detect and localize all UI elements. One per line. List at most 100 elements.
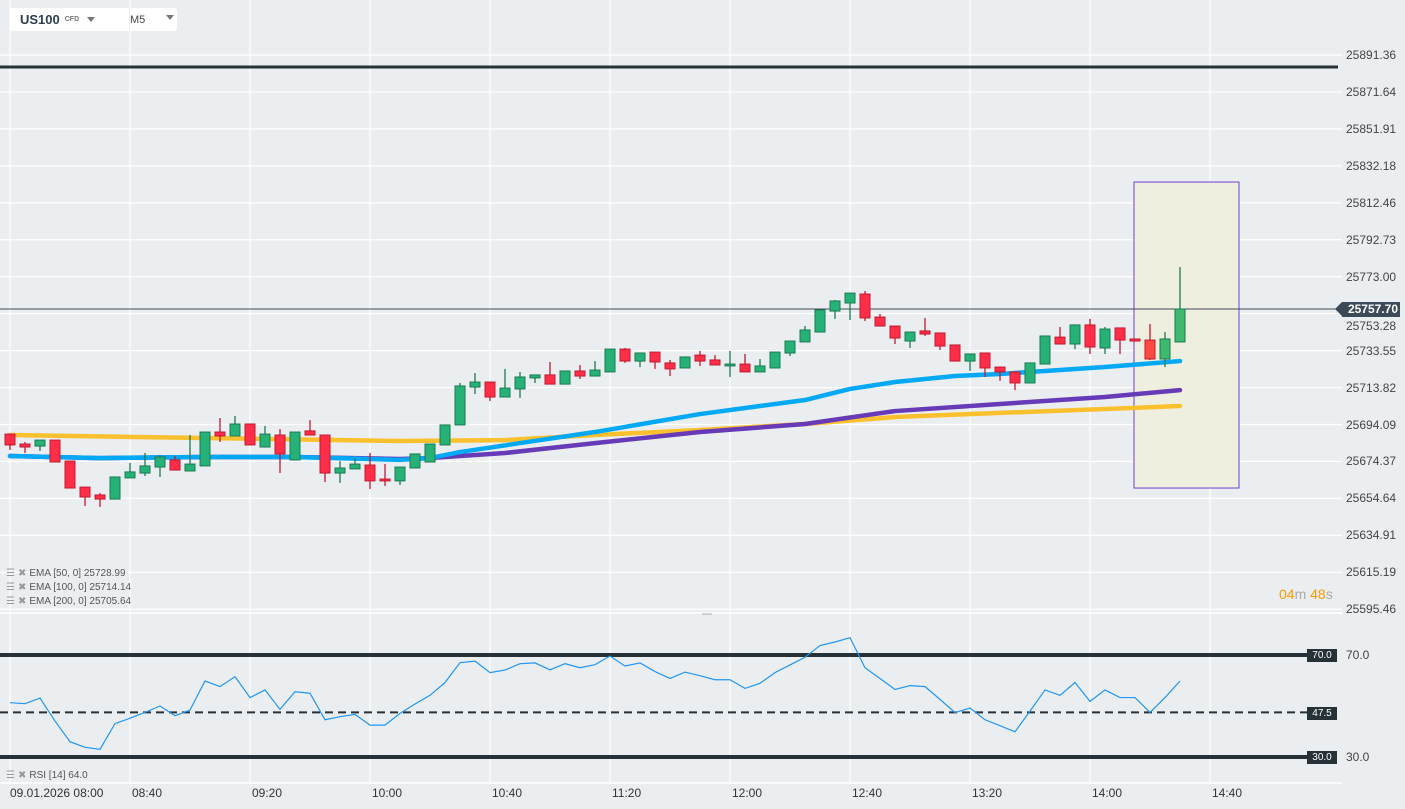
candle <box>94 493 106 507</box>
remove-icon[interactable]: ✖ <box>17 582 27 593</box>
remove-icon[interactable]: ✖ <box>17 596 27 607</box>
remove-icon[interactable]: ✖ <box>17 568 27 579</box>
candle-body <box>1084 324 1096 348</box>
candle <box>199 431 211 467</box>
candle <box>1099 326 1111 354</box>
candle-body <box>394 466 406 482</box>
candle <box>184 435 196 472</box>
time-axis-label: 13:20 <box>972 786 1003 800</box>
rsi-axis-label: 30.0 <box>1346 750 1370 764</box>
candle <box>829 300 841 319</box>
candle <box>514 371 526 398</box>
price-axis-label: 25615.19 <box>1346 565 1397 580</box>
candle <box>934 332 946 351</box>
price-axis-label: 25792.73 <box>1346 232 1397 247</box>
candle <box>724 350 736 377</box>
candle-body <box>859 293 871 319</box>
candle-body <box>1054 336 1066 345</box>
candle <box>1024 362 1036 384</box>
candle-body <box>244 423 256 446</box>
candle <box>769 351 781 369</box>
candle <box>1039 335 1051 365</box>
remove-icon[interactable]: ✖ <box>17 770 27 781</box>
candle <box>1159 332 1171 368</box>
timeframe-dropdown-caret-icon[interactable] <box>166 15 174 20</box>
countdown-seconds: 48 <box>1310 586 1326 602</box>
candle-body <box>424 443 436 463</box>
price-axis-label: 25595.46 <box>1346 602 1397 617</box>
candle-body <box>274 434 286 455</box>
candle <box>139 453 151 477</box>
candle <box>1114 327 1126 354</box>
candle <box>919 317 931 336</box>
candle <box>859 291 871 321</box>
drawings <box>0 65 1342 489</box>
candle <box>439 424 451 446</box>
candle-body <box>814 309 826 333</box>
grid <box>0 0 1342 784</box>
candle-body <box>1069 324 1081 345</box>
candle-countdown: 04m 48s <box>1279 586 1333 602</box>
candle-body <box>1159 338 1171 360</box>
candle <box>964 353 976 371</box>
candle-body <box>319 434 331 474</box>
rsi-level-30-tag: 30.0 <box>1307 751 1337 764</box>
candle-body <box>724 363 736 367</box>
symbol-name[interactable]: US100 <box>20 12 60 27</box>
symbol-dropdown-caret-icon[interactable] <box>87 17 96 22</box>
indicator-label: EMA [50, 0] 25728.99 <box>29 568 126 579</box>
indicator-label: EMA [200, 0] 25705.64 <box>29 596 132 607</box>
candle <box>1009 371 1021 391</box>
candle-body <box>649 351 661 363</box>
candle <box>619 347 631 363</box>
candle <box>364 453 376 489</box>
settings-icon[interactable]: ☰ <box>6 568 15 579</box>
candle <box>259 426 271 448</box>
price-axis-label: 25812.46 <box>1346 195 1397 210</box>
candle-body <box>364 464 376 482</box>
price-axis-label: 25634.91 <box>1346 528 1397 543</box>
price-axis-label: 25654.64 <box>1346 491 1397 506</box>
symbol-selector[interactable]: US100 CFD M5 <box>10 8 177 31</box>
candle-body <box>79 486 91 498</box>
candle <box>334 461 346 483</box>
candle <box>664 359 676 377</box>
candle-body <box>529 374 541 379</box>
candle-body <box>754 365 766 373</box>
candle <box>694 350 706 366</box>
time-axis-label: 12:40 <box>852 786 883 800</box>
candle <box>979 352 991 377</box>
candle <box>1069 324 1081 350</box>
candle <box>1144 323 1156 360</box>
candle-body <box>1114 327 1126 341</box>
settings-icon[interactable]: ☰ <box>6 596 15 607</box>
price-axis-label: 25871.64 <box>1346 84 1397 99</box>
time-axis-label: 14:40 <box>1212 786 1243 800</box>
candle-body <box>994 366 1006 373</box>
candle-body <box>334 467 346 474</box>
candle <box>739 353 751 373</box>
rsi-line <box>9 636 1181 750</box>
candle <box>34 439 46 451</box>
candle-body <box>139 465 151 474</box>
indicator-legend-ema100: ☰ ✖ EMA [100, 0] 25714.14 <box>6 582 131 593</box>
candle-body <box>964 353 976 362</box>
candle <box>394 466 406 486</box>
settings-icon[interactable]: ☰ <box>6 582 15 593</box>
settings-icon[interactable]: ☰ <box>6 770 15 781</box>
candle-body <box>184 463 196 472</box>
time-axis-label: 08:40 <box>132 786 163 800</box>
candle <box>409 453 421 469</box>
timeframe-selector[interactable]: M5 <box>130 13 146 26</box>
candle <box>304 420 316 436</box>
candles <box>4 267 1186 507</box>
candle <box>124 462 136 479</box>
candle <box>4 433 16 451</box>
price-axis-label: 25832.18 <box>1346 158 1397 173</box>
candle <box>994 366 1006 381</box>
candle-body <box>979 352 991 369</box>
candle-body <box>379 478 391 482</box>
candle-body <box>109 476 121 500</box>
price-axis-label: 25694.09 <box>1346 417 1397 432</box>
